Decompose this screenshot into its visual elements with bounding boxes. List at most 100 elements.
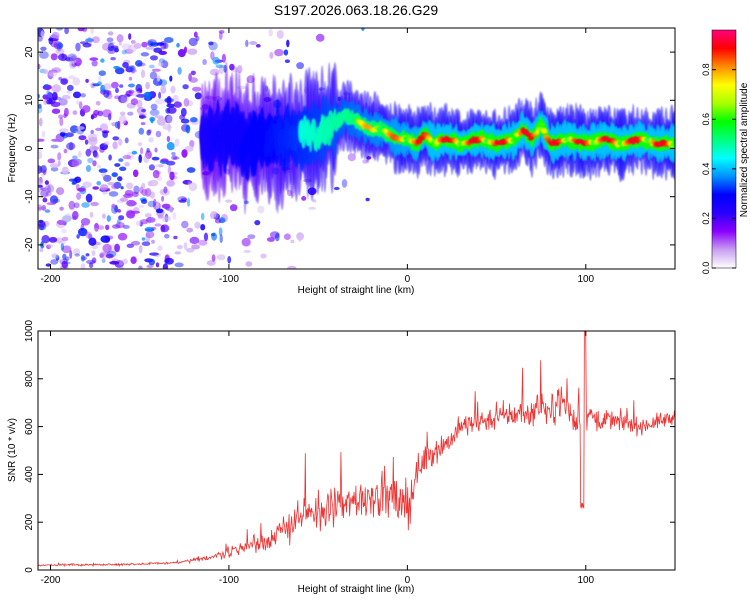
spectrogram-noise-blob — [61, 245, 72, 254]
spectrogram-noise-blob — [112, 136, 120, 141]
spectrogram-noise-blob — [67, 53, 78, 61]
spectrogram-noise-blob — [48, 69, 58, 74]
spectrogram-noise-blob — [183, 98, 190, 107]
spectrogram-noise-blob — [97, 164, 101, 169]
spectrogram-noise-blob — [61, 228, 67, 234]
spectrogram-noise-blob — [114, 121, 119, 129]
snr-xtick-label: -200 — [40, 575, 60, 586]
spectrogram-noise-blob — [51, 31, 60, 40]
spectrogram-noise-blob — [80, 218, 91, 226]
spectrogram-noise-blob — [241, 237, 251, 247]
spectrogram-noise-blob — [52, 198, 60, 203]
spectrogram-noise-blob — [162, 263, 169, 269]
colorbar-tick-label: 0.0 — [701, 262, 711, 275]
spectrogram-noise-blob — [155, 208, 164, 214]
colorbar-tick-label: 0.8 — [701, 63, 711, 76]
spectrogram-noise-blob — [38, 151, 43, 160]
spectrogram-noise-blob — [38, 204, 43, 212]
spectrogram-xtick-label: 0 — [405, 274, 411, 285]
spectrogram-noise-blob — [192, 86, 202, 92]
spectrogram-noise-blob — [42, 94, 49, 100]
spectrogram-noise-blob — [77, 129, 84, 135]
spectrogram-noise-blob — [166, 135, 171, 143]
snr-ytick-label: 600 — [24, 418, 35, 435]
spectrogram-noise-blob — [101, 213, 106, 219]
spectrogram-noise-blob — [141, 41, 148, 48]
spectrogram-noise-blob — [164, 257, 174, 265]
spectrogram-noise-blob — [141, 182, 146, 189]
spectrogram-noise-blob — [190, 70, 196, 76]
spectrogram-noise-blob — [245, 261, 253, 267]
spectrogram-noise-blob — [69, 250, 73, 259]
spectrogram-noise-blob — [97, 81, 102, 86]
spectrogram-noise-blob — [138, 115, 147, 119]
spectrogram-noise-blob — [82, 42, 92, 48]
spectrogram-noise-blob — [195, 35, 200, 42]
spectrogram-noise-blob — [140, 122, 146, 126]
spectrogram-noise-blob — [145, 231, 155, 239]
spectrogram-noise-blob — [98, 70, 107, 76]
spectrogram-noise-blob — [50, 101, 61, 107]
spectrogram-noise-blob — [193, 31, 198, 38]
spectrogram-noise-blob — [151, 68, 161, 72]
spectrogram-noise-blob — [42, 197, 48, 203]
spectrogram-noise-blob — [141, 199, 148, 204]
spectrogram-noise-blob — [187, 181, 192, 185]
spectrogram-noise-blob — [107, 41, 115, 45]
snr-series-line — [38, 331, 675, 568]
spectrogram-noise-blob — [189, 140, 195, 148]
spectrogram-noise-blob — [166, 103, 175, 108]
spectrogram-noise-blob — [147, 200, 157, 208]
spectrogram-noise-blob — [93, 152, 99, 159]
spectrogram-noise-blob — [66, 90, 72, 94]
spectrogram-noise-blob — [77, 227, 88, 237]
spectrogram-noise-blob — [290, 239, 295, 244]
spectrogram-noise-blob — [183, 46, 188, 54]
spectrogram-noise-blob — [160, 224, 166, 233]
colorbar-tick-label: 0.2 — [701, 212, 711, 225]
spectrogram-noise-blob — [157, 245, 163, 251]
spectrogram-noise-blob — [118, 115, 127, 124]
colorbar-ticks: 0.0 0.2 0.4 0.6 0.8 — [701, 63, 736, 274]
spectrogram-noise-blob — [62, 253, 67, 260]
spectrogram-noise-blob — [111, 203, 116, 209]
spectrogram-noise-blob — [89, 262, 94, 269]
spectrogram-noise-blob — [63, 113, 67, 119]
spectrogram-noise-blob — [110, 57, 116, 61]
spectrogram-noise-blob — [166, 115, 173, 124]
spectrogram-noise-blob — [84, 139, 89, 145]
snr-xtick-label: -100 — [219, 575, 239, 586]
spectrogram-noise-blob — [173, 156, 180, 160]
spectrogram-noise-blob — [90, 201, 99, 207]
spectrogram-noise-blob — [126, 199, 137, 207]
spectrogram-noise-blob — [77, 187, 86, 192]
spectrogram-noise-blob — [164, 97, 174, 103]
spectrogram-noise-blob — [144, 226, 155, 232]
spectrogram-noise-blob — [155, 201, 160, 211]
spectrogram-noise-blob — [71, 216, 77, 221]
spectrogram-noise-blob — [312, 199, 317, 203]
spectrogram-noise-blob — [65, 256, 70, 262]
spectrogram-noise-blob — [286, 39, 290, 48]
snr-ytick-label: 800 — [24, 370, 35, 387]
spectrogram-noise-blob — [121, 49, 127, 55]
spectrogram-noise-blob — [119, 111, 126, 116]
spectrogram-noise-blob — [185, 247, 195, 253]
spectrogram-ytick-label: -10 — [24, 189, 35, 204]
spectrogram-noise-blob — [152, 77, 163, 86]
spectrogram-noise-blob — [56, 219, 67, 225]
spectrogram-noise-blob — [203, 232, 209, 242]
spectrogram-noise-blob — [118, 138, 123, 146]
spectrogram-noise-blob — [162, 215, 168, 223]
spectrogram-noise-blob — [105, 253, 114, 259]
spectrogram-noise-blob — [149, 116, 156, 122]
spectrogram-noise-blob — [145, 217, 156, 223]
spectrogram-noise-blob — [89, 57, 99, 61]
spectrogram-noise-blob — [210, 51, 215, 61]
spectrogram-noise-blob — [115, 87, 119, 94]
spectrogram-noise-blob — [188, 73, 193, 82]
spectrogram-noise-blob — [146, 264, 153, 269]
spectrogram-noise-blob — [160, 85, 167, 94]
